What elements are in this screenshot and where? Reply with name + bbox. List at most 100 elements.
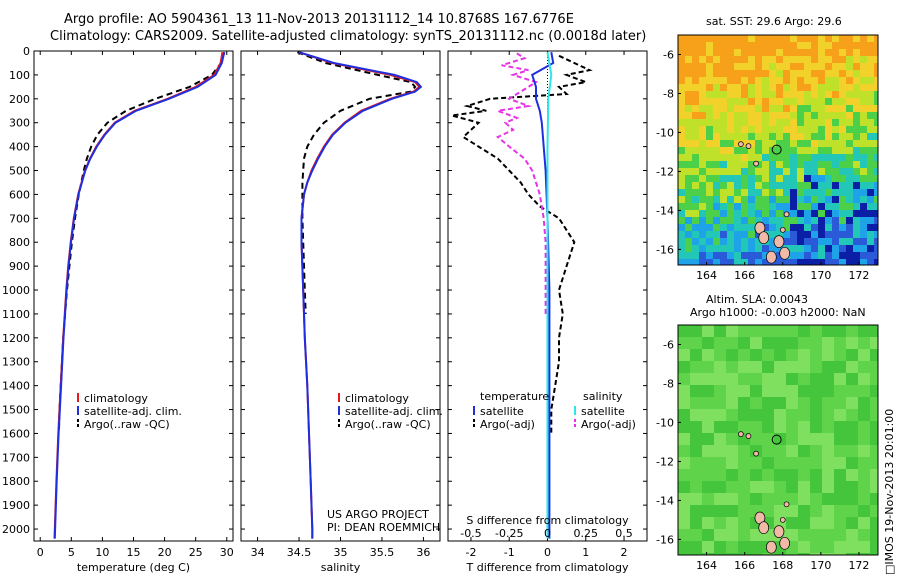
map-cell bbox=[839, 63, 846, 70]
map-cell bbox=[825, 70, 832, 77]
map-cell bbox=[727, 84, 734, 91]
map-cell bbox=[734, 217, 741, 224]
map-cell bbox=[811, 56, 818, 63]
map-cell bbox=[699, 42, 706, 49]
y-tick-label: 300 bbox=[9, 117, 30, 130]
map-cell bbox=[858, 541, 870, 553]
map-cell bbox=[748, 35, 755, 42]
map-cell bbox=[678, 238, 685, 245]
map-cell bbox=[810, 349, 822, 361]
map-cell bbox=[714, 493, 726, 505]
map-cell bbox=[858, 505, 870, 517]
map-cell bbox=[818, 203, 825, 210]
map-cell bbox=[685, 105, 692, 112]
map-cell bbox=[804, 119, 811, 126]
map-cell bbox=[692, 70, 699, 77]
map-cell bbox=[867, 56, 874, 63]
x-tick-label: 35.5 bbox=[370, 546, 395, 559]
map-cell bbox=[769, 154, 776, 161]
map-cell bbox=[776, 77, 783, 84]
map-cell bbox=[755, 203, 762, 210]
map-cell bbox=[738, 541, 750, 553]
map-cell bbox=[846, 373, 858, 385]
map-cell bbox=[786, 385, 798, 397]
map-cell bbox=[748, 231, 755, 238]
map-cell bbox=[706, 112, 713, 119]
map-cell bbox=[874, 126, 878, 133]
map-cell bbox=[692, 147, 699, 154]
map-cell bbox=[738, 397, 750, 409]
map-cell bbox=[858, 373, 870, 385]
map-cell bbox=[874, 245, 878, 252]
map-cell bbox=[678, 224, 685, 231]
map-cell bbox=[822, 433, 834, 445]
map-cell bbox=[846, 433, 858, 445]
map-cell bbox=[734, 203, 741, 210]
map-cell bbox=[755, 70, 762, 77]
map-cell bbox=[776, 126, 783, 133]
map-cell bbox=[846, 445, 858, 457]
map-cell bbox=[870, 373, 878, 385]
map-cell bbox=[858, 385, 870, 397]
map-cell bbox=[685, 203, 692, 210]
map-cell bbox=[755, 119, 762, 126]
map-cell bbox=[741, 91, 748, 98]
y-tick-label: 2000 bbox=[2, 523, 30, 536]
map-cell bbox=[720, 224, 727, 231]
map-cell bbox=[818, 84, 825, 91]
map-cell bbox=[734, 126, 741, 133]
map-cell bbox=[720, 245, 727, 252]
map-cell bbox=[726, 457, 738, 469]
map-cell bbox=[776, 189, 783, 196]
map-cell bbox=[860, 217, 867, 224]
map-cell bbox=[790, 182, 797, 189]
map-cell bbox=[839, 238, 846, 245]
map-cell bbox=[874, 238, 878, 245]
map-cell bbox=[720, 105, 727, 112]
map-cell bbox=[832, 175, 839, 182]
map-cell bbox=[678, 189, 685, 196]
map-cell bbox=[713, 154, 720, 161]
map-cell bbox=[750, 373, 762, 385]
map-cell bbox=[811, 161, 818, 168]
map-cell bbox=[853, 147, 860, 154]
map-cell bbox=[720, 63, 727, 70]
map-cell bbox=[690, 373, 702, 385]
map-cell bbox=[783, 98, 790, 105]
map-cell bbox=[822, 517, 834, 529]
map-cell bbox=[762, 42, 769, 49]
map-cell bbox=[867, 133, 874, 140]
map-cell bbox=[797, 126, 804, 133]
map-cell bbox=[818, 140, 825, 147]
map-cell bbox=[706, 245, 713, 252]
map-cell bbox=[822, 481, 834, 493]
map-cell bbox=[690, 397, 702, 409]
map-cell bbox=[769, 210, 776, 217]
map-cell bbox=[810, 505, 822, 517]
map-cell bbox=[832, 252, 839, 259]
map-cell bbox=[790, 77, 797, 84]
salinity-panel: 34 34.5 35 35.5 36 salinity climatologysatelli… bbox=[240, 50, 443, 574]
map-cell bbox=[874, 70, 878, 77]
map-cell bbox=[678, 168, 685, 175]
x-axis-label: T difference from climatology bbox=[466, 561, 629, 574]
map-cell bbox=[726, 397, 738, 409]
map-cell bbox=[720, 196, 727, 203]
map-cell bbox=[846, 385, 858, 397]
legend-label: satellite bbox=[581, 405, 625, 418]
map-cell bbox=[678, 147, 685, 154]
map-cell bbox=[727, 63, 734, 70]
island-shape bbox=[783, 501, 790, 508]
map-cell bbox=[797, 182, 804, 189]
map-cell bbox=[846, 49, 853, 56]
map-cell bbox=[755, 84, 762, 91]
map-cell bbox=[853, 42, 860, 49]
x-tick-label: 0 bbox=[37, 546, 44, 559]
map-x-tick-label: 168 bbox=[772, 559, 793, 572]
map-cell bbox=[818, 175, 825, 182]
map-cell bbox=[685, 42, 692, 49]
map-cell bbox=[762, 63, 769, 70]
map-cell bbox=[726, 385, 738, 397]
map-cell bbox=[846, 517, 858, 529]
argo-position-marker bbox=[771, 144, 782, 155]
